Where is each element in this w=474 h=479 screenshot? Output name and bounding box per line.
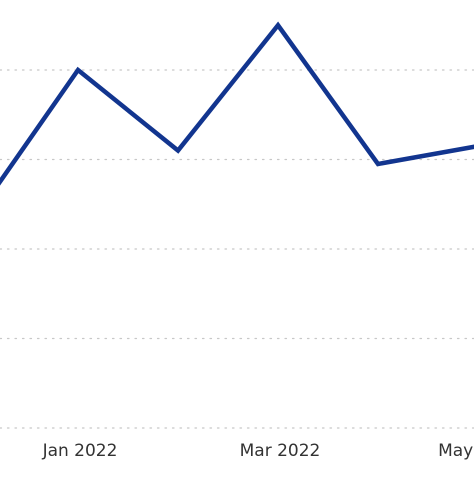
data-point — [176, 149, 180, 153]
x-tick-label: Jan 2022 — [42, 441, 118, 461]
gridlines — [0, 69, 474, 429]
series-line — [0, 21, 474, 186]
series-layer — [0, 21, 474, 186]
x-axis-ticks: Jan 2022 Mar 2022 May 2022 — [42, 441, 474, 461]
x-tick-label: Mar 2022 — [240, 441, 321, 461]
data-point — [76, 68, 80, 72]
x-tick-label: May 2022 — [438, 441, 474, 461]
data-point — [276, 23, 280, 27]
data-point — [376, 162, 380, 166]
